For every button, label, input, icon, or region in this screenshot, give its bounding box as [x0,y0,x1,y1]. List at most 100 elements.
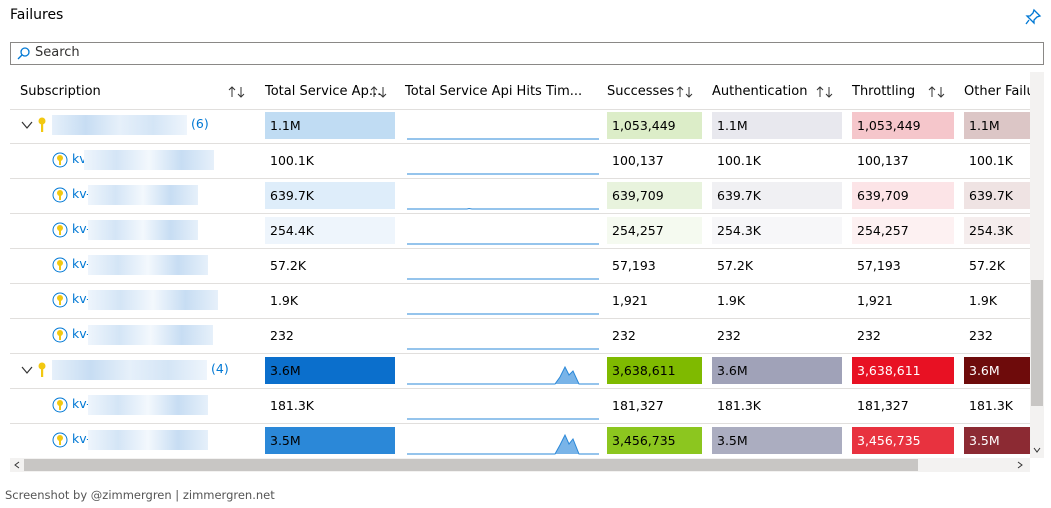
v-scroll-thumb[interactable] [1031,280,1043,406]
column-header: Successes [607,84,675,99]
scroll-right[interactable] [1016,461,1024,469]
row-line [10,388,1030,389]
sort-icon[interactable] [370,85,388,99]
sparkline [407,207,599,210]
resource-name: kv- [72,291,91,306]
value-cell: 639.7K [964,182,1030,209]
resource-name: kv- [72,396,91,411]
redacted-name [88,220,198,240]
value-cell: 639.7K [712,182,842,209]
search-icon [17,47,30,60]
value-cell: 1.1M [265,112,395,139]
column-header: Authentication [712,84,808,99]
group-count: (4) [211,361,229,376]
value-cell: 1.1M [712,112,842,139]
sparkline [407,433,599,455]
value-cell: 232 [612,328,636,343]
header-line [10,109,1030,110]
value-cell: 181,327 [612,398,664,413]
key-icon [52,292,68,308]
value-cell: 57,193 [612,258,656,273]
expand-chevron[interactable] [21,364,33,376]
sparkline [407,278,599,280]
value-cell: 254.3K [712,217,842,244]
row-line [10,213,1030,214]
sparkline [407,313,599,315]
value-cell: 57.2K [270,258,307,273]
row-line [10,318,1030,319]
scroll-left[interactable] [13,461,21,469]
value-cell: 3.6M [712,357,842,384]
key-icon [52,397,68,413]
key-icon [52,187,68,203]
value-cell: 3,456,735 [607,427,702,454]
redacted-name [88,325,213,345]
search-box[interactable]: Search [10,42,1044,65]
column-header: Total Service Ap... [265,84,382,99]
sparkline [407,418,599,420]
value-cell: 3,456,735 [852,427,954,454]
key-icon [52,432,68,448]
key-icon [52,257,68,273]
value-cell: 232 [717,328,741,343]
scroll-down[interactable] [1033,446,1041,454]
column-header: Subscription [20,84,101,99]
value-cell: 3.6M [265,357,395,384]
row-line [10,178,1030,179]
row-line [10,143,1030,144]
value-cell: 1.1M [964,112,1030,139]
value-cell: 1,921 [857,293,893,308]
value-cell: 1.9K [717,293,746,308]
value-cell: 1,921 [612,293,648,308]
redacted-name [88,255,208,275]
row-line [10,353,1030,354]
sparkline [407,365,599,385]
search-placeholder: Search [35,45,80,60]
value-cell: 181.3K [969,398,1013,413]
value-cell: 181.3K [717,398,761,413]
value-cell: 100,137 [612,153,664,168]
sort-icon[interactable] [676,85,694,99]
expand-chevron[interactable] [21,119,33,131]
footer-note: Screenshot by @zimmergren | zimmergren.n… [5,488,275,502]
sort-icon[interactable] [816,85,834,99]
value-cell: 254,257 [607,217,702,244]
value-cell: 639,709 [607,182,702,209]
value-cell: 1.9K [969,293,998,308]
group-count: (6) [191,116,209,131]
value-cell: 3.5M [265,427,395,454]
column-header: Throttling [852,84,916,99]
sparkline [407,348,599,350]
v-scrollbar[interactable] [1030,72,1044,458]
sort-icon[interactable] [228,85,246,99]
resource-name: kv- [72,221,91,236]
redacted-name [52,360,207,380]
sparkline [407,138,599,140]
value-cell: 3,638,611 [607,357,702,384]
resource-name: kv- [72,431,91,446]
value-cell: 3,638,611 [852,357,954,384]
value-cell: 57,193 [857,258,901,273]
resource-name: kv- [72,326,91,341]
h-scroll-thumb[interactable] [24,459,918,471]
value-cell: 254,257 [852,217,954,244]
h-scrollbar[interactable] [10,458,1030,472]
value-cell: 1.9K [270,293,299,308]
row-line [10,283,1030,284]
value-cell: 232 [969,328,993,343]
column-header: Total Service Api Hits Tim... [405,84,583,99]
redacted-name [88,430,208,450]
value-cell: 1,053,449 [852,112,954,139]
value-cell: 181,327 [857,398,909,413]
resource-name: kv [72,151,87,166]
pin-icon[interactable] [1024,8,1042,26]
sparkline [407,243,599,245]
key-icon [52,327,68,343]
sort-icon[interactable] [928,85,946,99]
value-cell: 100.1K [270,153,314,168]
value-cell: 232 [270,328,294,343]
value-cell: 1,053,449 [607,112,702,139]
redacted-name [52,115,187,135]
row-line [10,248,1030,249]
value-cell: 254.4K [265,217,395,244]
